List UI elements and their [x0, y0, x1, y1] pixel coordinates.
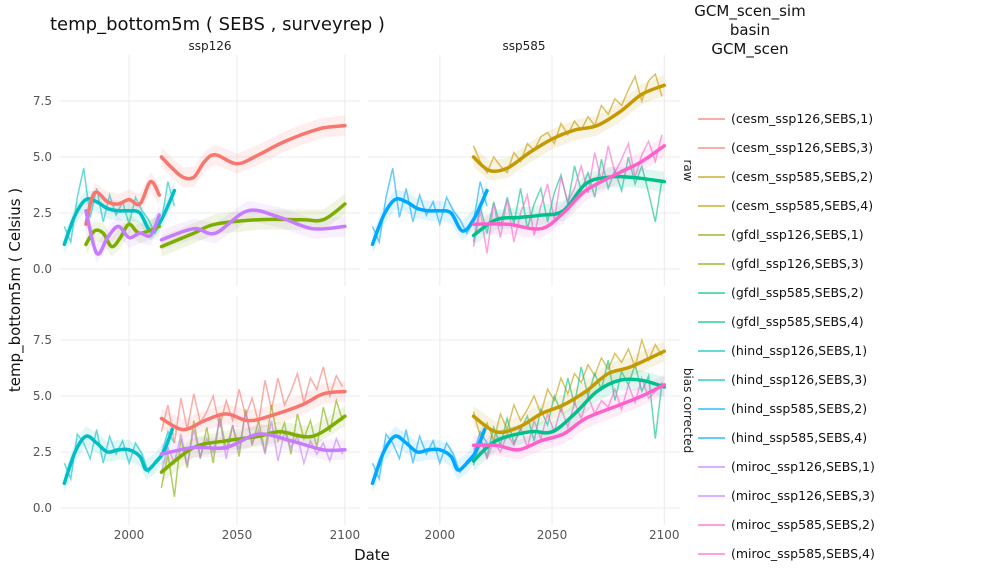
legend-item[interactable]: (gfdl_ssp126,SEBS,1): [698, 227, 864, 242]
confidence-ribbon: [161, 200, 345, 250]
confidence-ribbon: [161, 194, 345, 257]
smoothed-series-line[interactable]: [471, 83, 667, 174]
x-tick-label: 2000: [114, 528, 145, 542]
legend-item[interactable]: (gfdl_ssp585,SEBS,2): [698, 285, 864, 300]
legend-label: (hind_ssp585,SEBS,2): [731, 401, 867, 416]
confidence-ribbon: [64, 419, 173, 494]
legend-title-line-1: GCM_scen_sim: [694, 2, 805, 21]
x-tick-label: 2050: [537, 528, 568, 542]
legend-label: (hind_ssp126,SEBS,3): [731, 372, 867, 387]
legend-item[interactable]: (miroc_ssp585,SEBS,4): [698, 546, 875, 561]
x-tick-label: 2100: [330, 528, 361, 542]
legend-item[interactable]: (cesm_ssp126,SEBS,3): [698, 140, 873, 155]
raw-series-line[interactable]: [160, 411, 344, 473]
y-tick-label: 7.5: [33, 333, 52, 347]
legend: (cesm_ssp126,SEBS,1) (cesm_ssp126,SEBS,3)…: [698, 111, 875, 561]
smoothed-series-line[interactable]: [471, 144, 667, 231]
facet-strip-label: bias corrected: [681, 368, 695, 453]
y-tick-label: 2.5: [33, 445, 52, 459]
raw-series-line[interactable]: [160, 366, 344, 444]
legend-label: (miroc_ssp126,SEBS,3): [731, 488, 875, 503]
panel-ssp126-bias-corrected: 0.0 2.5 5.0 7.5 2000 2050 2100: [33, 296, 360, 542]
legend-label: (gfdl_ssp585,SEBS,2): [731, 285, 864, 300]
smoothed-series-line[interactable]: [159, 123, 347, 181]
legend-item[interactable]: (miroc_ssp126,SEBS,3): [698, 488, 875, 503]
smoothed-series-line[interactable]: [471, 377, 667, 463]
raw-series-line[interactable]: [371, 168, 488, 245]
raw-series-line[interactable]: [160, 397, 344, 497]
y-tick-label: 7.5: [33, 94, 52, 108]
legend-label: (hind_ssp585,SEBS,4): [731, 430, 867, 445]
legend-label: (gfdl_ssp126,SEBS,3): [731, 256, 864, 271]
legend-label: (gfdl_ssp585,SEBS,4): [731, 314, 864, 329]
y-tick-label: 5.0: [33, 389, 52, 403]
confidence-ribbon: [473, 135, 665, 239]
smoothed-series-line[interactable]: [471, 383, 667, 452]
legend-item[interactable]: (hind_ssp126,SEBS,1): [698, 343, 867, 358]
legend-item[interactable]: (hind_ssp585,SEBS,2): [698, 401, 867, 416]
panel-ssp126-raw: 0.0 2.5 5.0 7.5 ssp126: [33, 39, 360, 286]
legend-item[interactable]: (gfdl_ssp585,SEBS,4): [698, 314, 864, 329]
smoothed-series-line[interactable]: [370, 188, 489, 247]
legend-item[interactable]: (cesm_ssp126,SEBS,1): [698, 111, 873, 126]
legend-label: (miroc_ssp126,SEBS,1): [731, 459, 875, 474]
y-tick-label: 2.5: [33, 206, 52, 220]
chart-title: temp_bottom5m ( SEBS , surveyrep ): [50, 14, 385, 35]
legend-label: (gfdl_ssp126,SEBS,1): [731, 227, 864, 242]
confidence-ribbon: [372, 419, 485, 494]
legend-label: (miroc_ssp585,SEBS,4): [731, 546, 875, 561]
legend-item[interactable]: (hind_ssp126,SEBS,3): [698, 372, 867, 387]
legend-label: (cesm_ssp126,SEBS,3): [731, 140, 873, 155]
confidence-ribbon: [161, 381, 345, 440]
y-axis-label: temp_bottom5m ( Celsius ): [6, 188, 25, 392]
x-tick-label: 2000: [425, 528, 456, 542]
smoothed-series-line[interactable]: [62, 427, 174, 486]
smoothed-series-line[interactable]: [159, 389, 347, 432]
smoothed-series-line[interactable]: [159, 208, 347, 242]
legend-title-line-2: basin: [730, 21, 770, 39]
raw-series-line[interactable]: [472, 375, 663, 461]
panel-ssp585-raw: ssp585 raw: [368, 39, 695, 286]
legend-item[interactable]: (cesm_ssp585,SEBS,4): [698, 198, 873, 213]
legend-item[interactable]: (gfdl_ssp126,SEBS,3): [698, 256, 864, 271]
legend-label: (cesm_ssp126,SEBS,1): [731, 111, 873, 126]
smoothed-series-line[interactable]: [370, 427, 487, 486]
panel-ssp585-bias-corrected: 2000 2050 2100 bias corrected: [368, 296, 695, 542]
x-tick-label: 2100: [649, 528, 680, 542]
confidence-ribbon: [473, 75, 665, 181]
smoothed-series-line[interactable]: [159, 432, 347, 456]
y-tick-label: 5.0: [33, 150, 52, 164]
legend-label: (miroc_ssp585,SEBS,2): [731, 517, 875, 532]
confidence-ribbon: [161, 115, 345, 188]
legend-item[interactable]: (miroc_ssp126,SEBS,1): [698, 459, 875, 474]
legend-item[interactable]: (miroc_ssp585,SEBS,2): [698, 517, 875, 532]
smoothed-series-line[interactable]: [84, 179, 162, 226]
y-tick-label: 0.0: [33, 262, 52, 276]
legend-item[interactable]: (hind_ssp585,SEBS,4): [698, 430, 867, 445]
raw-series-line[interactable]: [63, 168, 176, 245]
legend-label: (hind_ssp126,SEBS,1): [731, 343, 867, 358]
confidence-ribbon: [473, 341, 665, 442]
legend-item[interactable]: (cesm_ssp585,SEBS,2): [698, 169, 873, 184]
raw-series-line[interactable]: [472, 134, 663, 254]
x-tick-label: 2050: [222, 528, 253, 542]
facet-strip-label: ssp126: [188, 39, 231, 53]
facet-strip-label: raw: [681, 159, 695, 181]
smoothed-series-line[interactable]: [84, 209, 162, 256]
confidence-ribbon: [372, 180, 487, 255]
smoothed-series-line[interactable]: [471, 349, 667, 435]
legend-label: (cesm_ssp585,SEBS,4): [731, 198, 873, 213]
y-tick-label: 0.0: [33, 501, 52, 515]
smoothed-series-line[interactable]: [159, 202, 347, 249]
confidence-ribbon: [473, 374, 665, 460]
facet-strip-label: ssp585: [502, 39, 545, 53]
confidence-ribbon: [161, 406, 345, 483]
x-axis-label: Date: [354, 546, 390, 564]
legend-label: (cesm_ssp585,SEBS,2): [731, 169, 873, 184]
legend-title-line-3: GCM_scen: [711, 40, 788, 59]
